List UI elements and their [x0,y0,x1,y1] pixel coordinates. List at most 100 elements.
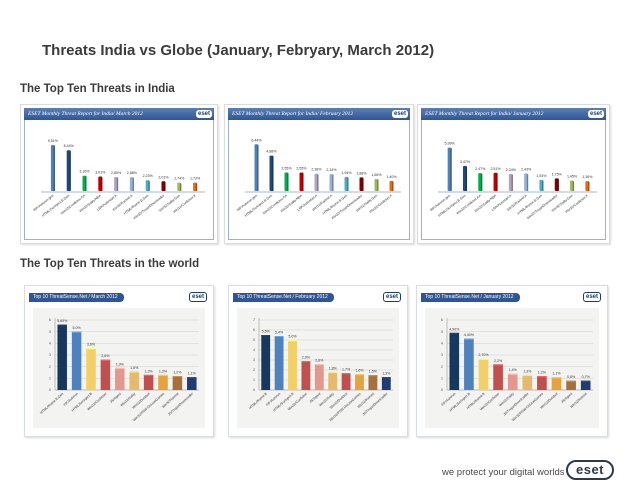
data-label: 0,8% [567,375,576,379]
footer-tagline: we protect your digital worlds [442,467,565,478]
y-tick-label: 5 [441,330,443,334]
bar-shade [450,148,452,191]
bar-top [355,374,364,376]
bar [566,380,576,390]
bar [522,374,533,390]
data-label: 2,88% [127,171,138,175]
bar-top [314,364,324,366]
data-label: 2,6% [315,359,324,363]
y-tick-label: 3 [253,358,255,362]
x-tick-label: JS/TrojanDownloader [167,391,194,416]
eset-logo: eset [188,292,207,302]
data-label: 1,3% [144,369,153,373]
bar-top [566,380,576,382]
bar [100,359,111,390]
data-label: 0,7% [582,375,591,379]
panel-header: Top 10 ThreatSense.Net / February 2012 [233,293,334,302]
bar [328,372,338,390]
page-title: Threats India vs Globe (January, Febryar… [42,42,435,59]
bar-shade [148,181,150,191]
bar [493,364,503,390]
bar-top [172,376,183,378]
data-label: 4,88% [266,150,277,154]
bar [449,332,460,390]
data-label: 1,94% [341,171,352,175]
bar-shade [85,176,87,191]
data-label: 2,38% [311,168,322,172]
bar [551,377,562,390]
data-label: 1,74% [174,177,185,181]
bar [301,361,311,390]
eset-logo: eset [391,110,408,118]
data-label: 2,34% [326,168,337,172]
data-label: 2,89% [111,171,122,175]
y-tick-label: 0 [49,388,51,392]
data-label: 2,6% [101,354,110,358]
data-label: 1,3% [523,369,532,373]
data-label: 5,0% [288,335,297,339]
bar-top [158,374,168,377]
world-january-panel: Top 10 ThreatSense.Net / January 2012 ese… [416,285,608,437]
bar-chart: 01234564,90%INF/Autorun4,40%HTML/ScrInje… [440,318,593,422]
data-label: 2,55% [281,167,292,171]
bar-top [301,361,311,363]
bar [381,377,391,390]
data-label: 1,88% [356,171,367,175]
bar-top [86,348,96,350]
bar [580,380,591,390]
y-tick-label: 2 [253,368,255,372]
bar-chart: 5,99%INF/Autorun.gen3,47%HTML/ScrInject.… [429,142,597,220]
panel-header: ESET Monthly Threat Report for India/ Ma… [28,111,143,117]
world-section-title: The Top Ten Threats in the world [20,258,200,270]
bar-shade [347,177,349,191]
bar [537,376,547,390]
bar [261,335,271,390]
bar-shade [362,178,364,191]
data-label: 4,40% [464,333,475,337]
data-label: 1,9% [116,362,125,366]
bar-shade [332,175,334,191]
bar-top [115,367,125,370]
data-label: 2,70% [478,353,489,357]
bar-shade [465,166,467,191]
bar-shade [164,182,166,191]
y-tick-label: 0 [253,388,255,392]
data-label: 5,99% [445,142,456,146]
x-tick-label: HTML/ScrInject.B.Gen [41,194,70,218]
data-label: 1,66% [371,173,382,177]
y-tick-label: 2 [441,365,443,369]
x-tick-label: HTML/ScrInject.B.Gen [437,194,466,218]
x-tick-label: JS/TrojanDownloader [503,391,530,416]
bar-top [464,338,474,340]
bar [507,373,518,390]
y-tick-label: 7 [253,318,255,322]
bar [115,367,125,390]
data-label: 1,8% [329,367,338,371]
bar [464,338,474,390]
bar [129,371,139,390]
bar [314,364,324,390]
bar-top [368,375,378,377]
data-label: 1,5% [369,370,378,374]
bar [143,374,154,390]
data-label: 3,16% [79,170,90,174]
data-label: 1,75% [552,172,563,176]
bar-top [493,364,503,366]
bar [86,348,96,390]
bar-top [580,380,591,382]
panel-header: ESET Monthly Threat Report for India/ Fe… [232,111,354,117]
data-label: 2,9% [302,356,311,360]
bar-top [478,358,489,360]
bar [355,374,364,390]
bar-top [187,377,197,379]
bar-top [129,371,139,373]
data-label: 2,55% [296,167,307,171]
bar-shade [257,145,259,191]
data-label: 1,40% [386,175,397,179]
y-tick-label: 4 [49,342,51,346]
bar-top [449,332,460,335]
bar-shade [101,177,103,191]
data-label: 2,01% [158,175,169,179]
y-tick-label: 0 [441,388,443,392]
data-label: 3,01% [95,171,106,175]
